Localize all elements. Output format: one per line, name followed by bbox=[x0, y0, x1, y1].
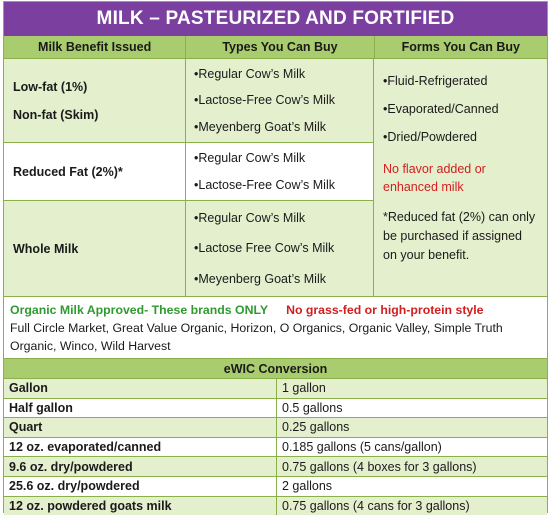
table-row: 12 oz. evaporated/canned 0.185 gallons (… bbox=[4, 437, 547, 458]
type-item: •Lactose-Free Cow’s Milk bbox=[194, 177, 335, 192]
column-headers: Milk Benefit Issued Types You Can Buy Fo… bbox=[4, 36, 547, 59]
benefit-label: Reduced Fat (2%)* bbox=[13, 164, 123, 179]
form-item: •Dried/Powdered bbox=[383, 130, 478, 144]
conversion-title: eWIC Conversion bbox=[4, 359, 547, 379]
conversion-value: 0.185 gallons (5 cans/gallon) bbox=[276, 437, 547, 458]
page-title: MILK – PASTEURIZED AND FORTIFIED bbox=[4, 2, 547, 36]
benefit-cell-reduced: Reduced Fat (2%)* bbox=[4, 143, 185, 201]
types-cell-lowfat: •Regular Cow’s Milk •Lactose-Free Cow’s … bbox=[186, 59, 373, 143]
milk-info-sheet: MILK – PASTEURIZED AND FORTIFIED Milk Be… bbox=[3, 1, 548, 515]
form-item: •Fluid-Refrigerated bbox=[383, 74, 488, 88]
conversion-item: 12 oz. powdered goats milk bbox=[4, 496, 277, 515]
conversion-item: Quart bbox=[4, 417, 277, 438]
type-item: •Lactose-Free Cow’s Milk bbox=[194, 93, 335, 108]
forms-column: •Fluid-Refrigerated •Evaporated/Canned •… bbox=[374, 59, 547, 296]
table-row: 25.6 oz. dry/powdered 2 gallons bbox=[4, 476, 547, 497]
type-item: •Regular Cow’s Milk bbox=[194, 151, 306, 166]
types-cell-reduced: •Regular Cow’s Milk •Lactose-Free Cow’s … bbox=[186, 143, 373, 201]
form-item: •Evaporated/Canned bbox=[383, 102, 499, 116]
organic-section: Organic Milk Approved- These brands ONLY… bbox=[4, 297, 547, 359]
reduced-fat-note: *Reduced fat (2%) can only be purchased … bbox=[383, 210, 536, 262]
conversion-item: Half gallon bbox=[4, 398, 277, 419]
conversion-value: 1 gallon bbox=[276, 379, 547, 399]
type-item: •Regular Cow’s Milk bbox=[194, 211, 306, 226]
conversion-value: 2 gallons bbox=[276, 476, 547, 497]
table-row: Gallon 1 gallon bbox=[4, 379, 547, 399]
table-row: Quart 0.25 gallons bbox=[4, 417, 547, 438]
no-flavor-note: No flavor added or enhanced milk bbox=[383, 162, 486, 194]
type-item: •Meyenberg Goat’s Milk bbox=[194, 119, 326, 134]
type-item: •Regular Cow’s Milk bbox=[194, 67, 306, 82]
conversion-item: Gallon bbox=[4, 379, 277, 399]
type-item: •Lactose Free Cow’s Milk bbox=[194, 241, 335, 256]
organic-brand-list: Full Circle Market, Great Value Organic,… bbox=[10, 321, 503, 353]
conversion-item: 9.6 oz. dry/powdered bbox=[4, 456, 277, 477]
header-milk-benefit: Milk Benefit Issued bbox=[4, 36, 187, 58]
benefit-label: Whole Milk bbox=[13, 241, 79, 256]
conversion-value: 0.75 gallons (4 boxes for 3 gallons) bbox=[276, 456, 547, 477]
conversion-value: 0.75 gallons (4 cans for 3 gallons) bbox=[276, 496, 547, 515]
header-types: Types You Can Buy bbox=[186, 36, 375, 58]
organic-restriction-label: No grass-fed or high-protein style bbox=[286, 303, 484, 317]
types-cell-whole: •Regular Cow’s Milk •Lactose Free Cow’s … bbox=[186, 201, 373, 296]
benefit-cell-lowfat: Low-fat (1%) Non-fat (Skim) bbox=[4, 59, 185, 143]
table-row: 12 oz. powdered goats milk 0.75 gallons … bbox=[4, 496, 547, 515]
table-row: Half gallon 0.5 gallons bbox=[4, 398, 547, 419]
table-row: 9.6 oz. dry/powdered 0.75 gallons (4 box… bbox=[4, 456, 547, 477]
conversion-item: 12 oz. evaporated/canned bbox=[4, 437, 277, 458]
conversion-value: 0.25 gallons bbox=[276, 417, 547, 438]
milk-table-body: Low-fat (1%) Non-fat (Skim) Reduced Fat … bbox=[4, 59, 547, 297]
conversion-item: 25.6 oz. dry/powdered bbox=[4, 476, 277, 497]
type-item: •Meyenberg Goat’s Milk bbox=[194, 271, 326, 286]
benefit-label: Low-fat (1%) bbox=[13, 79, 88, 94]
header-forms: Forms You Can Buy bbox=[401, 40, 520, 54]
conversion-value: 0.5 gallons bbox=[276, 398, 547, 419]
benefit-cell-whole: Whole Milk bbox=[4, 201, 185, 296]
organic-approved-label: Organic Milk Approved- These brands ONLY bbox=[10, 303, 269, 317]
benefit-column: Low-fat (1%) Non-fat (Skim) Reduced Fat … bbox=[4, 59, 186, 296]
conversion-table: Gallon 1 gallon Half gallon 0.5 gallons … bbox=[4, 379, 547, 515]
types-column: •Regular Cow’s Milk •Lactose-Free Cow’s … bbox=[186, 59, 374, 296]
benefit-label: Non-fat (Skim) bbox=[13, 107, 99, 122]
